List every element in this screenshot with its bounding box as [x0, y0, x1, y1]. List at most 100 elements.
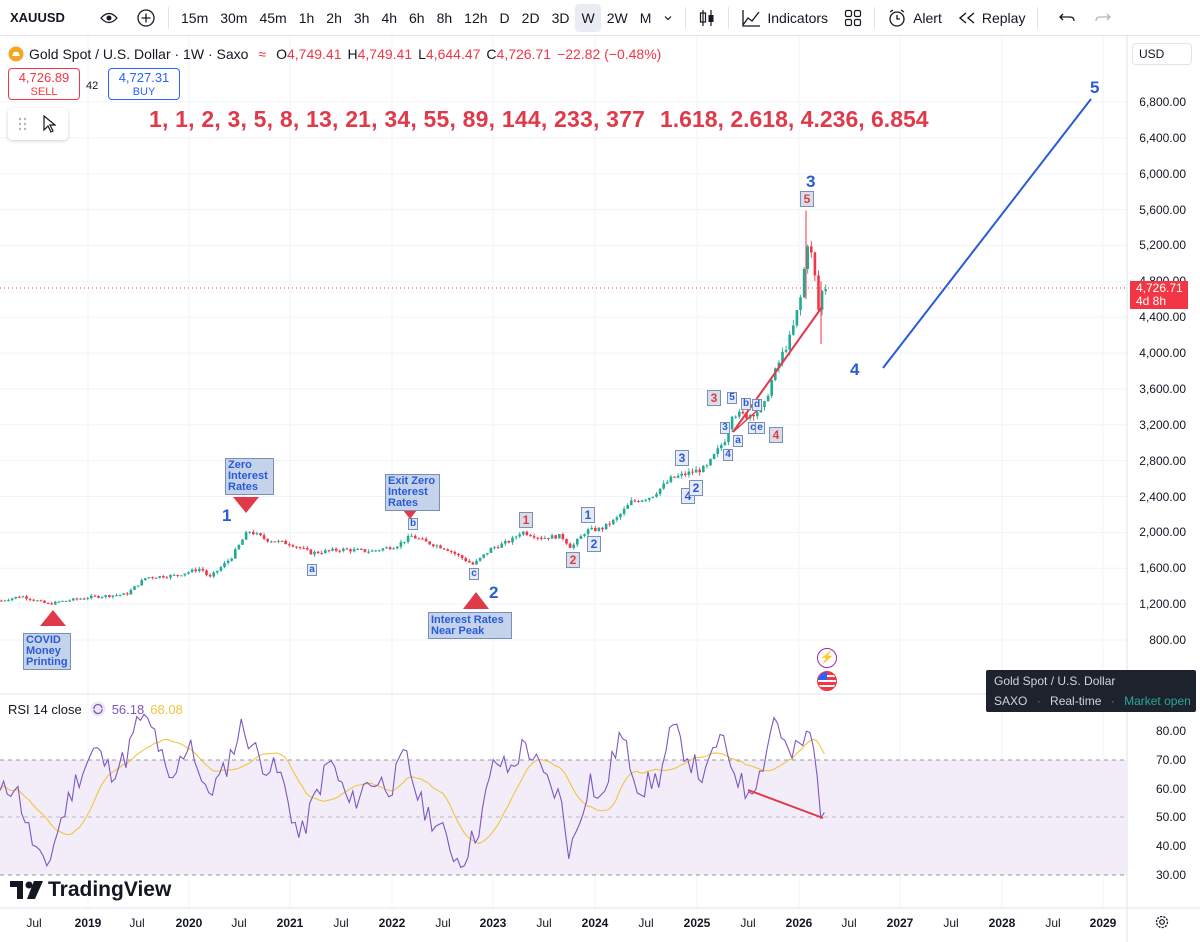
interval-12h[interactable]: 12h: [464, 9, 488, 26]
add-symbol-button[interactable]: [130, 4, 162, 32]
buy-price: 4,727.31: [118, 70, 170, 85]
interval-3h[interactable]: 3h: [353, 9, 370, 26]
candle: [298, 546, 302, 550]
candle-body: [493, 547, 496, 549]
compare-icon[interactable]: ≈: [258, 46, 267, 62]
sub-wave-box-r1[interactable]: 1: [519, 512, 533, 528]
candle: [820, 289, 824, 316]
candle-body: [90, 595, 93, 599]
candle-body: [777, 362, 781, 369]
divergence-line-rsi[interactable]: [747, 789, 824, 819]
grid-layout-icon: [844, 9, 862, 26]
alert-button[interactable]: Alert: [881, 4, 948, 32]
note-line: Rates: [228, 481, 258, 493]
candle-body: [111, 595, 115, 597]
wave-label-4[interactable]: 4: [850, 360, 860, 379]
refresh-icon[interactable]: [90, 701, 106, 717]
candle-body: [489, 548, 493, 553]
interval-15m[interactable]: 15m: [181, 9, 209, 26]
sub-wave-box-c1[interactable]: c: [469, 568, 479, 580]
interval-dropdown-button[interactable]: [657, 4, 679, 32]
interval-w[interactable]: W: [575, 3, 601, 32]
sub-wave-box-sma[interactable]: a: [733, 435, 743, 447]
sub-wave-box-r2[interactable]: 2: [566, 552, 580, 568]
candle: [324, 548, 327, 554]
candle-body: [367, 551, 370, 553]
lightning-icon[interactable]: ⚡: [817, 648, 837, 668]
currency-selector[interactable]: USD: [1132, 43, 1192, 65]
wave-label-3[interactable]: 3: [806, 172, 816, 191]
candle-body: [0, 600, 3, 602]
fibonacci-sequence-text[interactable]: 1, 1, 2, 3, 5, 8, 13, 21, 34, 55, 89, 14…: [149, 106, 646, 132]
layouts-button[interactable]: [838, 4, 868, 32]
sub-wave-box-sm5[interactable]: 5: [727, 392, 737, 404]
sub-wave-box-sme[interactable]: e: [755, 422, 765, 434]
interval-30m[interactable]: 30m: [220, 9, 248, 26]
sub-wave-box-sm4[interactable]: 4: [723, 449, 733, 461]
time-tick-label: Jul: [435, 916, 451, 930]
sub-wave-box-smd[interactable]: d: [752, 399, 762, 411]
sub-wave-box-r3[interactable]: 3: [707, 390, 721, 406]
symbol-search[interactable]: XAUUSD: [4, 5, 124, 31]
chart-type-button[interactable]: [692, 4, 722, 32]
note-covid[interactable]: COVID Money Printing: [23, 633, 71, 670]
sub-wave-box-b_3[interactable]: 3: [675, 450, 689, 466]
interval-3d[interactable]: 3D: [551, 9, 570, 26]
candle: [478, 557, 482, 562]
interval-45m[interactable]: 45m: [259, 9, 287, 26]
interval-4h[interactable]: 4h: [381, 9, 398, 26]
candle: [61, 600, 64, 603]
cursor-arrow-icon[interactable]: [42, 115, 56, 133]
sub-wave-box-smb[interactable]: b: [741, 398, 751, 410]
indicators-button[interactable]: Indicators: [735, 4, 834, 32]
interval-2w[interactable]: 2W: [606, 9, 628, 26]
replay-button[interactable]: Replay: [952, 4, 1032, 32]
interval-d[interactable]: D: [499, 9, 510, 26]
candle: [482, 554, 485, 559]
rsi-label[interactable]: RSI 14 close: [8, 701, 82, 717]
interval-1h[interactable]: 1h: [298, 9, 315, 26]
buy-button[interactable]: 4,727.31 BUY: [108, 68, 180, 100]
sub-wave-box-b_2[interactable]: 2: [587, 536, 601, 552]
candle: [763, 400, 766, 411]
drag-handle-icon[interactable]: [18, 116, 28, 132]
settings-gear-icon[interactable]: [1154, 914, 1170, 930]
sub-wave-box-b1[interactable]: b: [408, 518, 418, 530]
sub-wave-box-r5[interactable]: 5: [800, 191, 814, 207]
redo-button[interactable]: [1088, 4, 1118, 32]
note-zero-rates[interactable]: Zero Interest Rates: [225, 458, 274, 495]
candle: [363, 549, 367, 553]
divergence-line-price[interactable]: [732, 306, 823, 433]
note-rates-peak[interactable]: Interest Rates Near Peak: [428, 612, 512, 639]
interval-m[interactable]: M: [639, 9, 652, 26]
wave-label-2[interactable]: 2: [489, 583, 499, 602]
undo-button[interactable]: [1052, 4, 1082, 32]
candle-body: [604, 523, 608, 530]
sub-wave-box-a1[interactable]: a: [307, 564, 317, 576]
candle-body: [284, 540, 287, 545]
candle-body: [453, 551, 457, 554]
candle: [817, 270, 820, 313]
wave-label-5[interactable]: 5: [1090, 78, 1100, 97]
fibonacci-ratios-text[interactable]: 1.618, 2.618, 4.236, 6.854: [660, 106, 929, 132]
drawing-tool-widget[interactable]: [8, 108, 68, 140]
sub-wave-box-b_1[interactable]: 1: [581, 507, 595, 523]
candle: [792, 319, 795, 336]
us-flag-icon[interactable]: [817, 671, 837, 691]
note-exit-zero[interactable]: Exit Zero Interest Rates: [385, 474, 440, 511]
sub-wave-box-r4[interactable]: 4: [769, 427, 783, 443]
symbol-eye-icon[interactable]: [100, 10, 118, 26]
sub-wave-box-b_2b[interactable]: 2: [689, 480, 703, 496]
sell-button[interactable]: 4,726.89 SELL: [8, 68, 80, 100]
projection-line-wave5[interactable]: [882, 98, 1092, 369]
tradingview-logo[interactable]: TradingView: [10, 878, 171, 902]
sub-wave-box-sm3[interactable]: 3: [720, 422, 730, 434]
interval-2h[interactable]: 2h: [326, 9, 342, 26]
wave-label-1[interactable]: 1: [222, 506, 232, 525]
interval-2d[interactable]: 2D: [521, 9, 540, 26]
divergence-line-price-b[interactable]: [732, 407, 761, 433]
interval-8h[interactable]: 8h: [436, 9, 453, 26]
interval-6h[interactable]: 6h: [409, 9, 425, 26]
legend-title[interactable]: Gold Spot / U.S. Dollar · 1W · Saxo: [29, 46, 249, 62]
